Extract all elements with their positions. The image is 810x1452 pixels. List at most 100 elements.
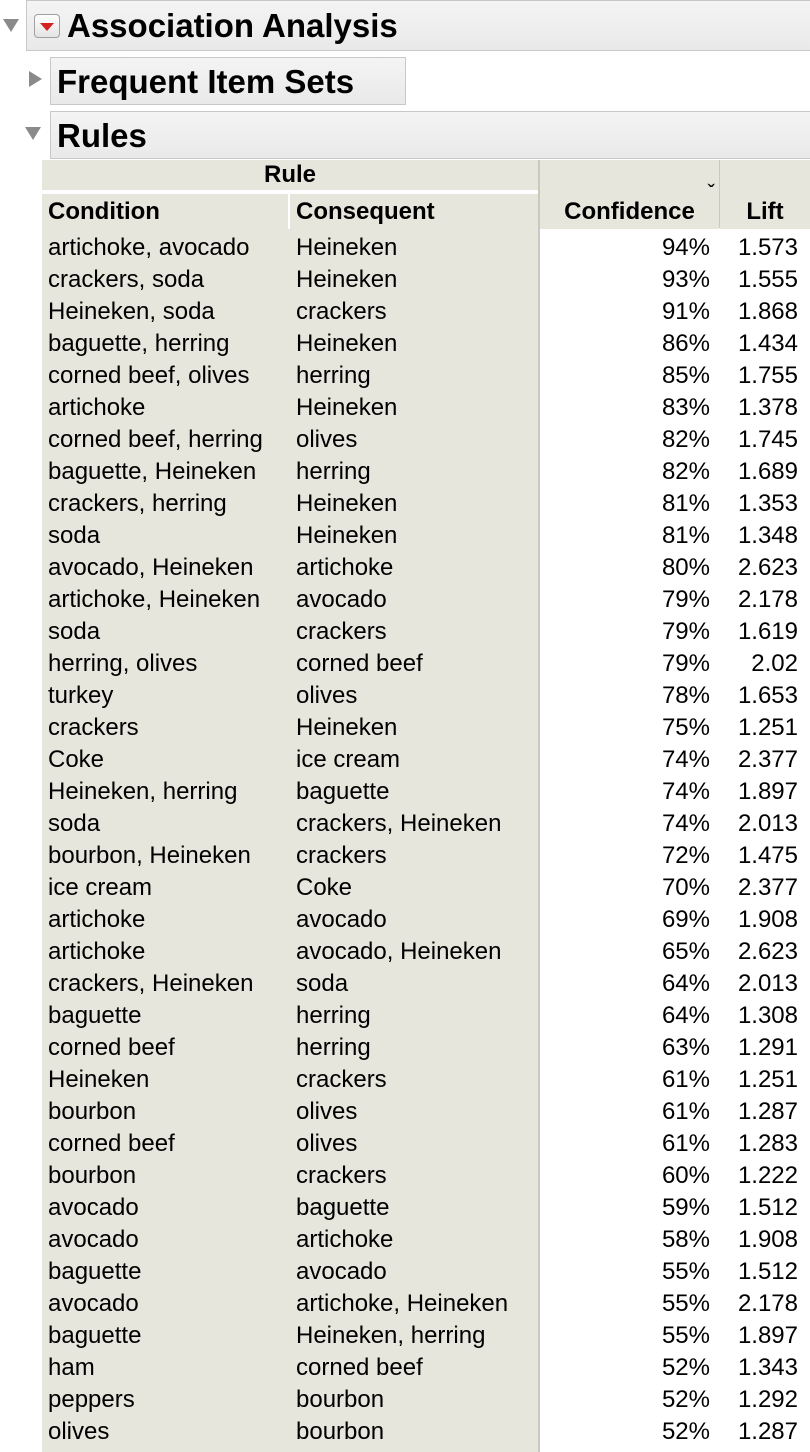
condition-cell: baguette [48, 1258, 142, 1285]
consequent-column-header[interactable]: Consequent [290, 194, 538, 229]
table-row[interactable]: turkey olives 78% 1.653 [42, 680, 810, 712]
consequent-cell: Heineken [296, 266, 398, 293]
consequent-cell: avocado [296, 906, 387, 933]
condition-cell: baguette, Heineken [48, 458, 257, 485]
table-row[interactable]: crackers, herring Heineken 81% 1.353 [42, 488, 810, 520]
table-row[interactable]: soda crackers, Heineken 74% 2.013 [42, 808, 810, 840]
table-row[interactable]: peppers bourbon 52% 1.292 [42, 1384, 810, 1416]
table-row[interactable]: avocado artichoke, Heineken 55% 2.178 [42, 1288, 810, 1320]
lift-cell: 2.02 [751, 650, 798, 677]
consequent-cell: herring [296, 362, 371, 389]
consequent-cell: baguette [296, 778, 390, 805]
confidence-cell: 74% [661, 778, 710, 805]
table-row[interactable]: baguette avocado 55% 1.512 [42, 1256, 810, 1288]
confidence-column-header[interactable]: Confidence ˇ [540, 160, 719, 229]
table-row[interactable]: Heineken, soda crackers 91% 1.868 [42, 296, 810, 328]
consequent-cell: bourbon [296, 1418, 385, 1445]
frequent-item-sets-header[interactable]: Frequent Item Sets [50, 57, 406, 105]
consequent-cell: soda [296, 970, 349, 997]
table-row[interactable]: artichoke avocado, Heineken 65% 2.623 [42, 936, 810, 968]
table-row[interactable]: soda crackers 79% 1.619 [42, 616, 810, 648]
table-row[interactable]: baguette Heineken, herring 55% 1.897 [42, 1320, 810, 1352]
rules-header[interactable]: Rules [50, 111, 810, 159]
lift-cell: 1.348 [737, 522, 798, 549]
confidence-cell: 80% [661, 554, 710, 581]
association-analysis-header[interactable]: Association Analysis [26, 0, 810, 51]
lift-cell: 1.292 [737, 1386, 798, 1413]
confidence-cell: 81% [661, 490, 710, 517]
table-row[interactable]: baguette, herring Heineken 86% 1.434 [42, 328, 810, 360]
condition-cell: avocado [48, 1226, 139, 1253]
condition-cell: corned beef, olives [48, 362, 250, 389]
table-row[interactable]: soda Heineken 81% 1.348 [42, 520, 810, 552]
table-row[interactable]: bourbon crackers 60% 1.222 [42, 1160, 810, 1192]
table-row[interactable]: artichoke, avocado Heineken 94% 1.573 [42, 232, 810, 264]
consequent-cell: Heineken [296, 522, 398, 549]
condition-cell: baguette [48, 1002, 142, 1029]
lift-cell: 1.908 [737, 906, 798, 933]
table-row[interactable]: avocado artichoke 58% 1.908 [42, 1224, 810, 1256]
consequent-cell: Heineken [296, 330, 398, 357]
condition-cell: baguette [48, 1322, 142, 1349]
table-row[interactable]: baguette herring 64% 1.308 [42, 1000, 810, 1032]
condition-cell: ham [48, 1354, 95, 1381]
table-row[interactable]: avocado baguette 59% 1.512 [42, 1192, 810, 1224]
condition-cell: crackers [48, 714, 139, 741]
condition-cell: avocado [48, 1290, 139, 1317]
table-row[interactable]: bourbon olives 61% 1.287 [42, 1096, 810, 1128]
table-row[interactable]: crackers, soda Heineken 93% 1.555 [42, 264, 810, 296]
condition-cell: avocado, Heineken [48, 554, 254, 581]
lift-cell: 1.353 [737, 490, 798, 517]
consequent-cell: crackers [296, 618, 387, 645]
condition-column-header[interactable]: Condition [42, 194, 290, 229]
consequent-cell: olives [296, 1098, 358, 1125]
table-row[interactable]: baguette, Heineken herring 82% 1.689 [42, 456, 810, 488]
frequent-item-sets-title: Frequent Item Sets [57, 62, 355, 100]
table-row[interactable]: Heineken crackers 61% 1.251 [42, 1064, 810, 1096]
table-row[interactable]: bourbon, Heineken crackers 72% 1.475 [42, 840, 810, 872]
confidence-cell: 93% [661, 266, 710, 293]
confidence-cell: 55% [661, 1258, 710, 1285]
condition-cell: artichoke [48, 394, 146, 421]
table-row[interactable]: corned beef, olives herring 85% 1.755 [42, 360, 810, 392]
table-row[interactable]: avocado, Heineken artichoke 80% 2.623 [42, 552, 810, 584]
confidence-cell: 63% [661, 1034, 710, 1061]
lift-cell: 1.512 [737, 1194, 798, 1221]
confidence-cell: 61% [661, 1066, 710, 1093]
table-row[interactable]: corned beef, herring olives 82% 1.745 [42, 424, 810, 456]
rule-group-header: Rule [42, 160, 538, 192]
table-row[interactable]: Heineken, herring baguette 74% 1.897 [42, 776, 810, 808]
table-row[interactable]: ham corned beef 52% 1.343 [42, 1352, 810, 1384]
table-row[interactable]: ice cream Coke 70% 2.377 [42, 872, 810, 904]
consequent-cell: artichoke [296, 554, 394, 581]
confidence-cell: 78% [661, 682, 710, 709]
consequent-cell: olives [296, 1130, 358, 1157]
red-triangle-menu-button[interactable] [34, 14, 60, 38]
confidence-cell: 91% [661, 298, 710, 325]
table-row[interactable]: crackers Heineken 75% 1.251 [42, 712, 810, 744]
sort-descending-icon: ˇ [707, 180, 715, 205]
condition-cell: corned beef [48, 1130, 175, 1157]
table-row[interactable]: Coke ice cream 74% 2.377 [42, 744, 810, 776]
lift-cell: 1.908 [737, 1226, 798, 1253]
collapse-association-analysis-icon[interactable] [3, 19, 19, 32]
lift-column-header[interactable]: Lift [720, 160, 810, 229]
rule-columns-background [42, 229, 538, 1452]
confidence-cell: 82% [661, 426, 710, 453]
table-row[interactable]: crackers, Heineken soda 64% 2.013 [42, 968, 810, 1000]
table-row[interactable]: corned beef olives 61% 1.283 [42, 1128, 810, 1160]
consequent-cell: Heineken [296, 394, 398, 421]
table-row[interactable]: olives bourbon 52% 1.287 [42, 1416, 810, 1448]
table-row[interactable]: artichoke avocado 69% 1.908 [42, 904, 810, 936]
consequent-cell: avocado [296, 586, 387, 613]
lift-cell: 1.343 [737, 1354, 798, 1381]
table-row[interactable]: artichoke Heineken 83% 1.378 [42, 392, 810, 424]
confidence-cell: 72% [661, 842, 710, 869]
rules-title: Rules [57, 116, 147, 154]
table-row[interactable]: artichoke, Heineken avocado 79% 2.178 [42, 584, 810, 616]
expand-frequent-item-sets-icon[interactable] [29, 71, 42, 87]
table-row[interactable]: corned beef herring 63% 1.291 [42, 1032, 810, 1064]
collapse-rules-icon[interactable] [25, 127, 41, 140]
lift-cell: 2.178 [737, 586, 798, 613]
table-row[interactable]: herring, olives corned beef 79% 2.02 [42, 648, 810, 680]
